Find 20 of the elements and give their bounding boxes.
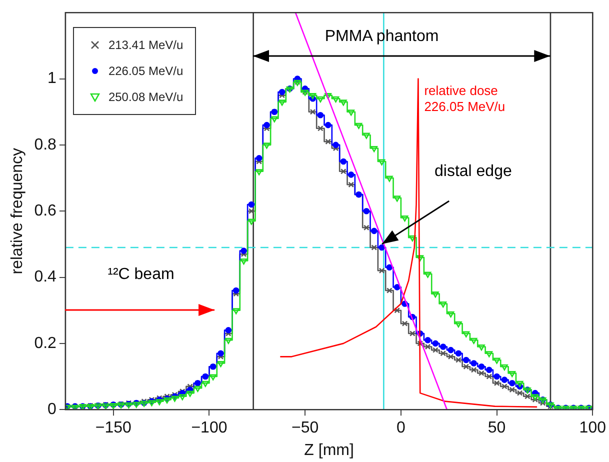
x-tick-label: 50 [488, 420, 506, 437]
x-tick-label: −50 [292, 420, 319, 437]
series-label: relative dose 226.05 MeV/u [424, 82, 506, 114]
legend-label: 226.05 MeV/u [108, 64, 184, 78]
y-axis-title: relative frequency [9, 148, 26, 274]
y-tick-label: 0.2 [34, 334, 57, 352]
annotation: ¹²C beam [108, 266, 174, 284]
x-tick-label: 100 [579, 420, 606, 437]
y-tick-label: 0 [48, 401, 57, 418]
legend-label: 213.41 MeV/u [108, 38, 184, 52]
annotation: distal edge [434, 162, 512, 180]
x-tick-label: −150 [95, 420, 132, 437]
y-tick-label: 0.8 [34, 136, 57, 154]
y-tick-label: 1 [48, 70, 57, 88]
x-axis-title: Z [mm] [304, 442, 354, 459]
legend-label: 250.08 MeV/u [108, 90, 184, 104]
x-tick-label: 0 [396, 420, 406, 437]
y-tick-label: 0.4 [34, 268, 57, 286]
x-tick-label: −100 [191, 420, 228, 437]
y-tick-label: 0.6 [34, 202, 57, 220]
